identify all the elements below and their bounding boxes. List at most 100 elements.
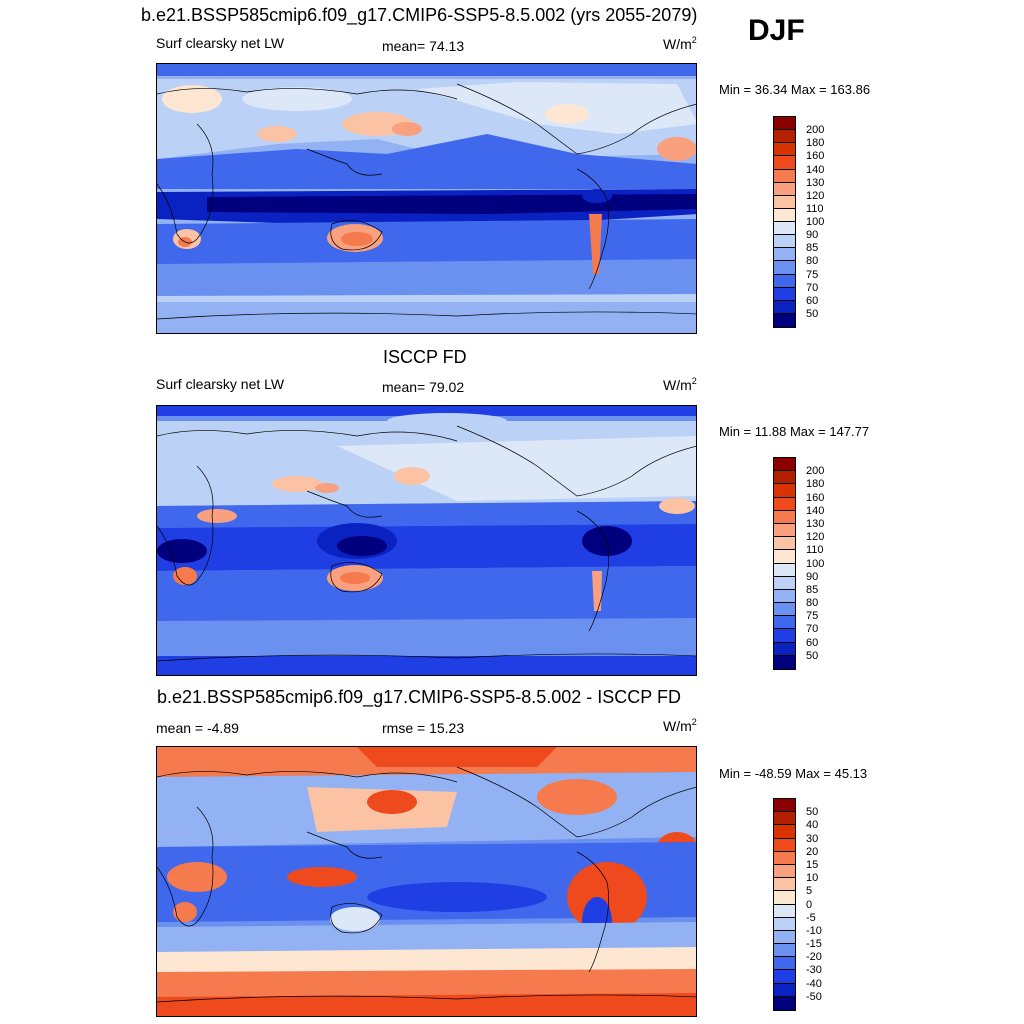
colorbar-segment — [774, 812, 795, 826]
panel-2-mean: mean= 79.02 — [382, 379, 465, 395]
colorbar-segment — [774, 563, 795, 577]
colorbar-tick-label: 75 — [806, 268, 819, 281]
panel-3-units: W/m2 — [663, 717, 697, 734]
colorbar-segment — [774, 655, 795, 669]
colorbar-tick-label: -10 — [806, 924, 822, 937]
colorbar-segment — [774, 261, 795, 275]
colorbar-tick-label: 80 — [806, 597, 819, 610]
colorbar-segment — [774, 878, 795, 892]
colorbar-tick-label: 140 — [806, 163, 825, 176]
colorbar-segment — [774, 523, 795, 538]
colorbar-tick-label: 100 — [806, 216, 825, 228]
colorbar-tick-label: 85 — [806, 583, 819, 596]
colorbar-segment — [774, 471, 795, 485]
colorbar-segment — [774, 891, 795, 905]
panel-1-units: W/m2 — [663, 35, 697, 52]
colorbar-segment — [774, 957, 795, 971]
colorbar-tick-label: 160 — [806, 150, 825, 163]
colorbar-segment — [774, 274, 795, 288]
colorbar-segment — [774, 996, 795, 1010]
colorbar-segment — [774, 944, 795, 958]
colorbar-tick-label: 110 — [806, 544, 824, 557]
colorbar-tick-label: 80 — [806, 255, 819, 268]
colorbar-tick-label: 110 — [806, 202, 824, 215]
colorbar-tick-label: 90 — [806, 570, 819, 583]
panel-1-field-label: Surf clearsky net LW — [156, 35, 285, 51]
colorbar-tick-label: -40 — [806, 977, 822, 990]
season-label: DJF — [748, 14, 805, 47]
panel-3-minmax: Min = -48.59 Max = 45.13 — [719, 766, 868, 781]
colorbar-segment — [774, 537, 795, 551]
panel-2-minmax: Min = 11.88 Max = 147.77 — [719, 424, 870, 439]
colorbar-tick-label: -30 — [806, 964, 822, 977]
colorbar-tick-label: 60 — [806, 294, 819, 307]
panel-2-units: W/m2 — [663, 376, 697, 393]
colorbar-segment — [774, 510, 795, 524]
colorbar-segment — [774, 313, 795, 327]
colorbar-tick-label: 85 — [806, 242, 819, 255]
colorbar-tick-label: -20 — [806, 951, 822, 964]
colorbar-segment — [774, 130, 795, 144]
colorbar-tick-label: -5 — [806, 911, 816, 924]
colorbar-tick-label: 70 — [806, 281, 819, 294]
colorbar-segment — [774, 589, 795, 604]
panel-1-map — [156, 63, 697, 334]
panel-1-minmax: Min = 36.34 Max = 163.86 — [719, 82, 871, 97]
colorbar-tick-label: 130 — [806, 517, 825, 530]
colorbar-tick-label: 10 — [806, 872, 819, 885]
colorbar-segment — [774, 576, 795, 590]
colorbar-segment — [774, 484, 795, 498]
colorbar-tick-label: 130 — [806, 176, 825, 189]
panel-2-colorbar — [773, 457, 796, 670]
colorbar-segment — [774, 603, 795, 617]
panel-2-map — [156, 405, 697, 676]
panel-2-map-svg — [157, 406, 696, 675]
panel-3-map — [156, 746, 697, 1017]
colorbar-tick-label: 180 — [806, 478, 825, 491]
colorbar-segment — [774, 300, 795, 314]
panel-3-title: b.e21.BSSP585cmip6.f09_g17.CMIP6-SSP5-8.… — [157, 687, 681, 707]
colorbar-segment — [774, 235, 795, 249]
colorbar-tick-label: 0 — [806, 898, 813, 911]
colorbar-segment — [774, 983, 795, 997]
panel-2-field-label: Surf clearsky net LW — [156, 376, 285, 392]
colorbar-segment — [774, 838, 795, 852]
colorbar-segment — [774, 156, 795, 170]
colorbar-tick-label: 75 — [806, 610, 819, 623]
colorbar-tick-label: 140 — [806, 504, 825, 517]
panel-3-mean: mean = -4.89 — [156, 720, 239, 736]
colorbar-tick-label: 40 — [806, 819, 819, 832]
colorbar-tick-label: 180 — [806, 137, 825, 150]
colorbar-segment — [774, 550, 795, 564]
colorbar-segment — [774, 864, 795, 879]
colorbar-tick-label: 50 — [806, 649, 819, 662]
colorbar-segment — [774, 195, 795, 209]
colorbar-segment — [774, 222, 795, 236]
colorbar-segment — [774, 208, 795, 222]
colorbar-segment — [774, 642, 795, 656]
panel-3-rmse: rmse = 15.23 — [382, 720, 465, 736]
colorbar-tick-label: 120 — [806, 531, 825, 544]
colorbar-tick-label: 60 — [806, 636, 819, 649]
colorbar-tick-label: 20 — [806, 845, 819, 858]
colorbar-tick-label: 120 — [806, 189, 825, 202]
panel-3-colorbar — [773, 798, 796, 1011]
colorbar-segment — [774, 629, 795, 643]
colorbar-tick-label: -15 — [806, 938, 822, 951]
colorbar-tick-label: 50 — [806, 806, 819, 819]
colorbar-tick-label: 200 — [806, 124, 825, 137]
panel-3-map-svg — [157, 747, 696, 1016]
colorbar-segment — [774, 930, 795, 945]
colorbar-tick-label: 5 — [806, 885, 813, 898]
colorbar-segment — [774, 799, 795, 813]
panel-1-mean: mean= 74.13 — [382, 38, 465, 54]
colorbar-tick-label: -50 — [806, 990, 822, 1003]
colorbar-segment — [774, 169, 795, 183]
colorbar-segment — [774, 458, 795, 472]
colorbar-segment — [774, 182, 795, 196]
colorbar-segment — [774, 117, 795, 131]
colorbar-tick-label: 15 — [806, 858, 819, 871]
panel-1-colorbar — [773, 116, 796, 328]
colorbar-tick-label: 70 — [806, 623, 819, 636]
colorbar-segment — [774, 917, 795, 931]
